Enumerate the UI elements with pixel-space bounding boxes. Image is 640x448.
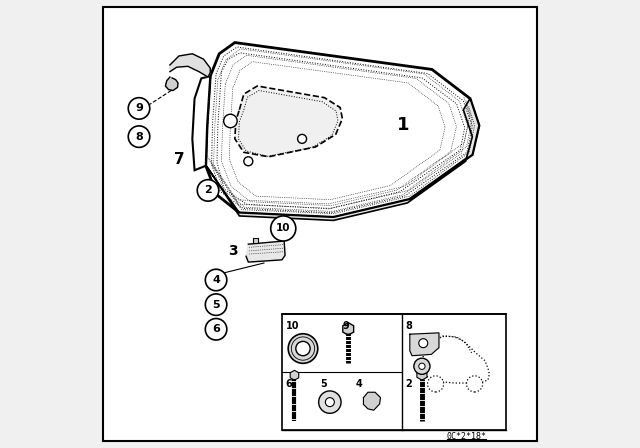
Circle shape [467, 376, 483, 392]
Text: 9: 9 [342, 321, 349, 331]
Circle shape [224, 114, 237, 128]
Circle shape [244, 157, 253, 166]
Polygon shape [165, 77, 178, 90]
Circle shape [325, 398, 334, 407]
Text: 6: 6 [212, 324, 220, 334]
Text: 0C*2*18*: 0C*2*18* [446, 432, 486, 441]
Text: 3: 3 [228, 244, 237, 258]
Circle shape [319, 391, 341, 414]
Circle shape [419, 363, 425, 370]
Circle shape [428, 376, 444, 392]
Polygon shape [246, 241, 285, 262]
Text: 2: 2 [405, 379, 412, 389]
Text: 5: 5 [212, 300, 220, 310]
Circle shape [205, 294, 227, 315]
Circle shape [271, 216, 296, 241]
Polygon shape [192, 76, 210, 170]
Text: 1: 1 [397, 116, 409, 134]
Circle shape [205, 319, 227, 340]
Circle shape [298, 134, 307, 143]
Polygon shape [410, 333, 439, 356]
Polygon shape [206, 99, 479, 220]
Text: 9: 9 [135, 103, 143, 113]
Text: 8: 8 [405, 321, 412, 331]
Circle shape [288, 334, 317, 363]
Text: 10: 10 [276, 224, 291, 233]
Circle shape [205, 269, 227, 291]
Text: 4: 4 [356, 379, 363, 389]
Circle shape [419, 339, 428, 348]
Text: 6: 6 [285, 379, 292, 389]
Text: 5: 5 [320, 379, 327, 389]
Text: 2: 2 [204, 185, 212, 195]
Bar [253, 238, 258, 243]
Polygon shape [235, 86, 342, 157]
Text: 4: 4 [212, 275, 220, 285]
Polygon shape [364, 392, 380, 410]
Text: 7: 7 [173, 151, 184, 167]
Circle shape [414, 358, 430, 375]
Circle shape [128, 98, 150, 119]
Polygon shape [206, 43, 479, 217]
Text: 10: 10 [285, 321, 299, 331]
Polygon shape [170, 54, 210, 77]
Bar [282, 314, 506, 430]
Circle shape [197, 180, 219, 201]
Circle shape [128, 126, 150, 147]
Text: 8: 8 [135, 132, 143, 142]
Circle shape [296, 341, 310, 356]
